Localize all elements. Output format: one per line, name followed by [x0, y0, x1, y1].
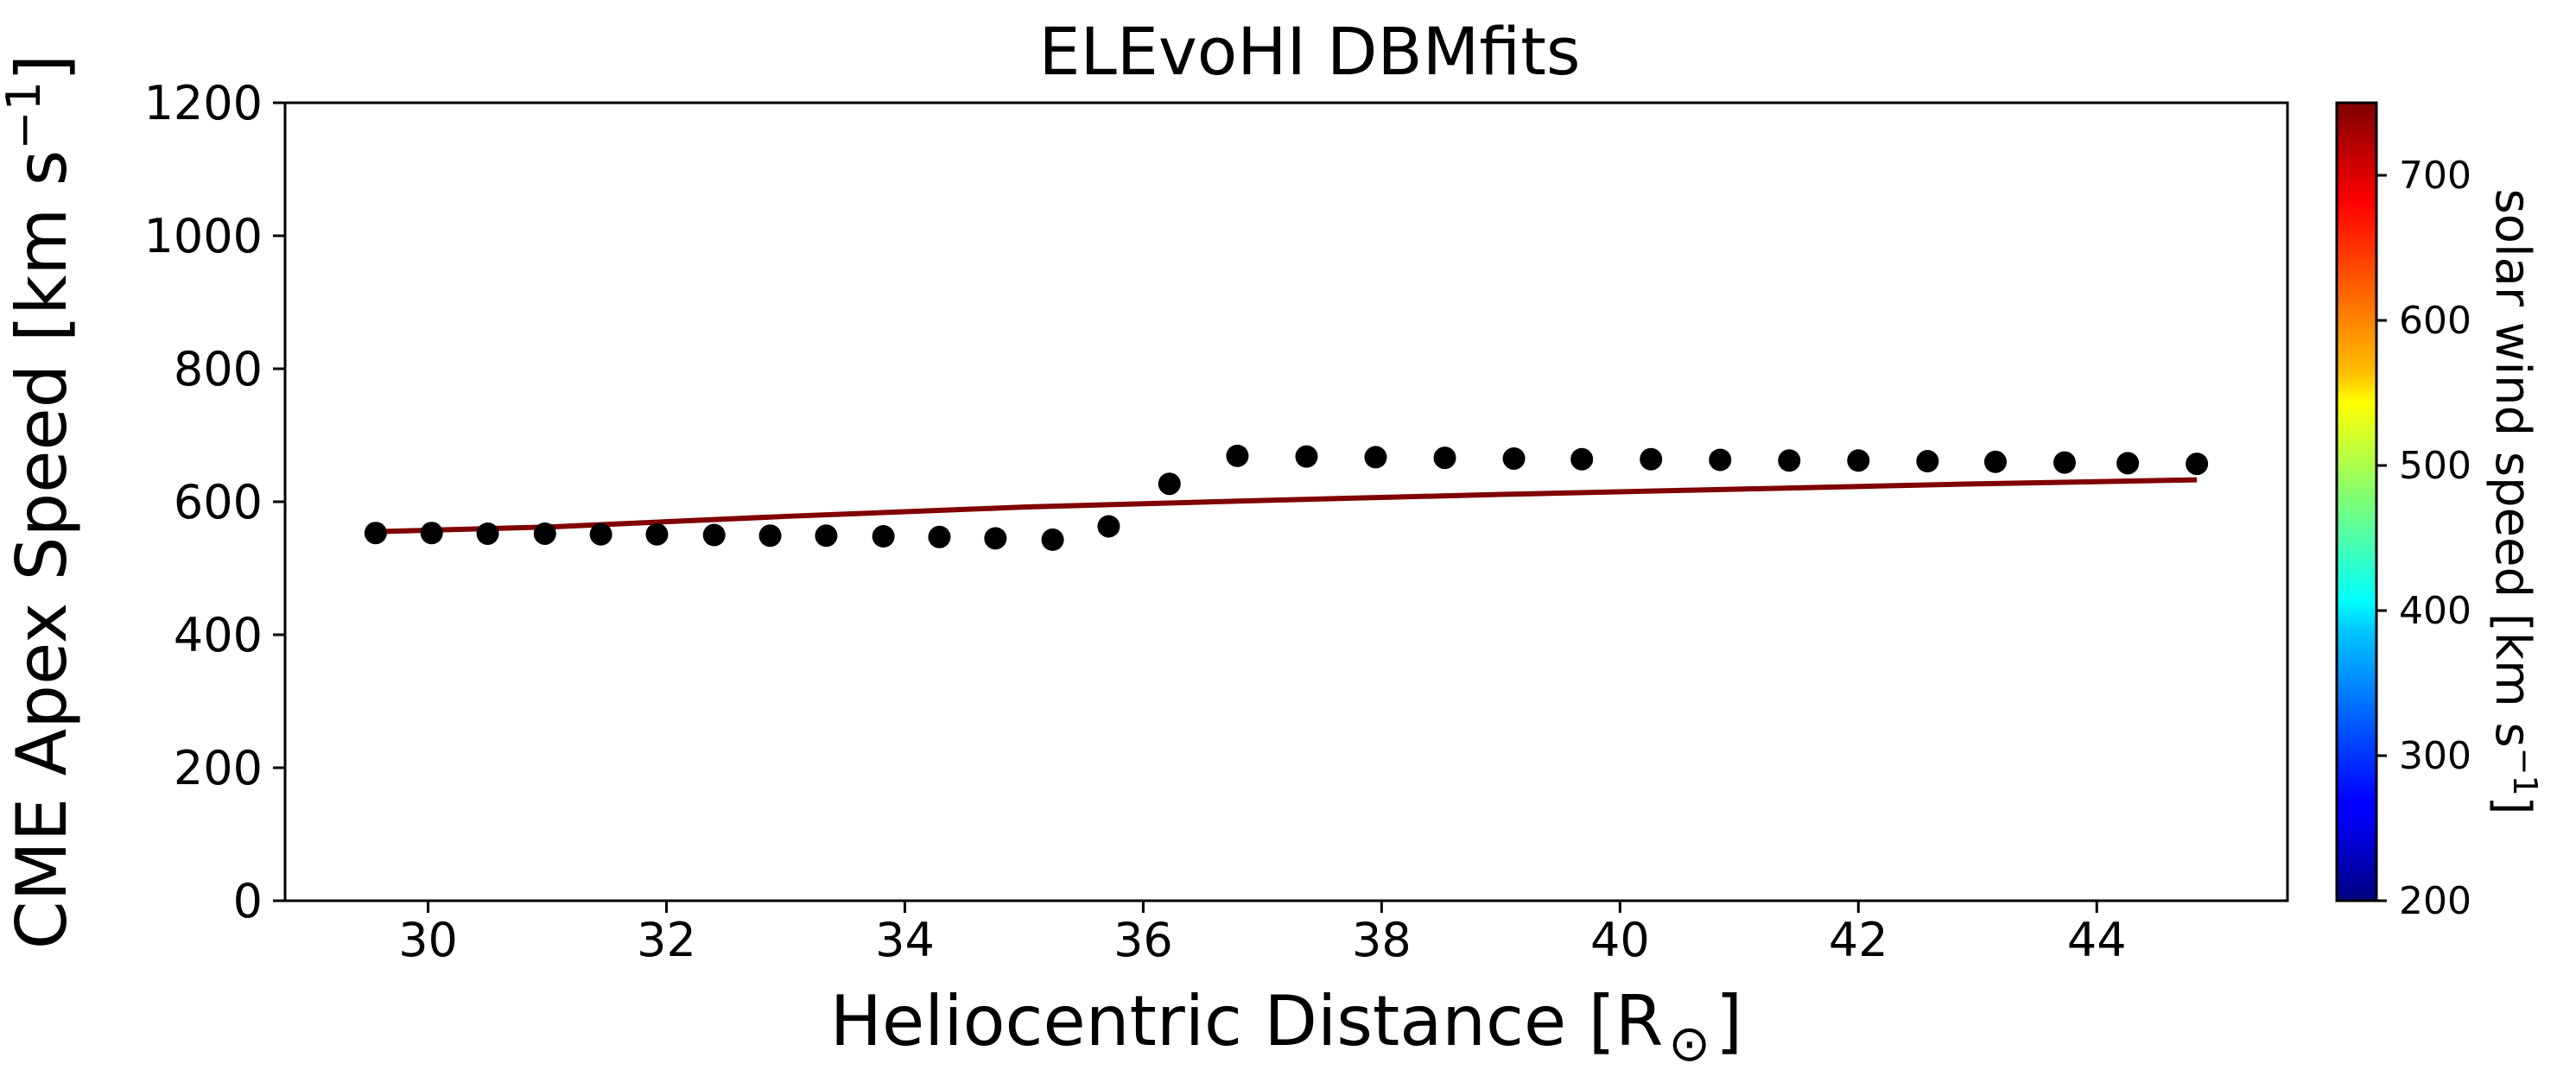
data-point [702, 523, 726, 547]
colorbar-tick-label: 500 [2399, 444, 2471, 488]
colorbar [2335, 101, 2378, 902]
y-tick-label: 600 [174, 475, 263, 529]
chart-title: ELEvoHI DBMfits [1038, 13, 1580, 90]
data-point [533, 522, 556, 545]
fit-line [375, 477, 2198, 535]
data-point [758, 524, 782, 548]
colorbar-label: solar wind speed [km s−1] [2484, 188, 2544, 814]
x-tick-label: 40 [1590, 913, 1650, 967]
data-point [1295, 445, 1318, 468]
data-point [1226, 444, 1249, 467]
x-axis-label-text: Heliocentric Distance [R [830, 981, 1664, 1061]
x-tick-label: 36 [1114, 913, 1173, 967]
data-point [815, 524, 838, 548]
data-point [420, 522, 443, 545]
data-point [872, 525, 895, 548]
data-point [1916, 450, 1939, 473]
y-tick-label: 0 [233, 874, 263, 928]
x-tick-label: 34 [875, 913, 935, 967]
y-tick-label: 400 [174, 608, 263, 662]
data-point [364, 522, 387, 545]
data-point [928, 525, 951, 548]
colorbar-tick-label: 200 [2399, 879, 2471, 923]
x-tick-label: 44 [2067, 913, 2127, 967]
data-point [1502, 446, 1526, 470]
x-tick-label: 38 [1352, 913, 1412, 967]
y-axis-label: CME Apex Speed [km s−1] [0, 54, 82, 950]
colorbar-tick-label: 600 [2399, 299, 2471, 343]
fit-line-group [375, 477, 2198, 535]
x-tick-label: 42 [1829, 913, 1888, 967]
data-point [1097, 515, 1120, 538]
x-tick-label: 30 [398, 913, 458, 967]
x-axis-label-symbol: ⊙ [1668, 1014, 1710, 1073]
x-axis-label: Heliocentric Distance [R ⊙] [830, 981, 1742, 1073]
data-point [1041, 528, 1064, 551]
data-point [645, 522, 669, 546]
data-point [476, 522, 499, 545]
data-point [1983, 450, 2007, 473]
data-point [1364, 446, 1387, 469]
colorbar-tick-label: 300 [2399, 734, 2471, 778]
data-points-group [364, 444, 2209, 551]
data-point [1778, 449, 1801, 472]
y-axis-ticks: 0 200 400 600 800 1000 1200 [144, 76, 285, 928]
x-axis-ticks: 30 32 34 36 38 40 42 44 [398, 901, 2127, 967]
colorbar-label-end: ] [2484, 796, 2541, 815]
data-point [1709, 448, 1732, 472]
y-tick-label: 200 [174, 741, 263, 795]
y-tick-label: 1200 [144, 76, 263, 130]
y-tick-label: 800 [174, 342, 263, 396]
data-point [1158, 472, 1181, 496]
data-point [2053, 451, 2076, 474]
y-axis-label-end: ] [2, 54, 82, 81]
data-point [1433, 446, 1456, 470]
colorbar-tick-label: 400 [2399, 589, 2471, 633]
data-point [1570, 447, 1594, 471]
colorbar-tick-label: 700 [2399, 154, 2471, 198]
x-axis-label-end: ] [1716, 981, 1742, 1061]
data-point [1640, 447, 1663, 471]
data-point [589, 522, 612, 546]
colorbar-label-text: solar wind speed [km s [2484, 188, 2541, 747]
data-point [2116, 452, 2140, 475]
colorbar-ticks: 200 300 400 500 600 700 [2376, 154, 2471, 923]
colorbar-label-sup: −1 [2506, 748, 2544, 796]
data-point [2186, 453, 2209, 476]
y-axis-label-text: CME Apex Speed [km s [2, 150, 82, 950]
data-point [984, 527, 1007, 550]
y-axis-label-sup: −1 [0, 81, 51, 150]
x-tick-label: 32 [637, 913, 696, 967]
data-point [1847, 449, 1870, 472]
y-tick-label: 1000 [144, 209, 263, 263]
